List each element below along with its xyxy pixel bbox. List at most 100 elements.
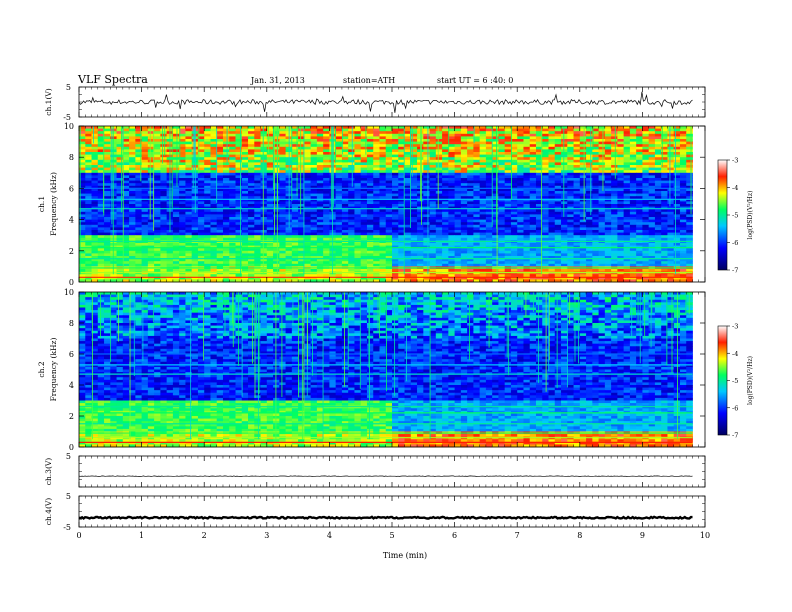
- spectrogram-cell: [673, 178, 681, 181]
- spectrogram-cell: [129, 237, 136, 241]
- spectrogram-cell: [510, 214, 518, 218]
- spectrogram-cell: [548, 128, 556, 132]
- spectrogram-cell: [429, 193, 437, 197]
- spectrogram-cell: [598, 235, 606, 239]
- spectrogram-cell: [429, 219, 437, 223]
- spectrogram-cell: [492, 219, 499, 223]
- spectrogram-cell: [586, 157, 593, 161]
- spectrogram-cell: [373, 209, 380, 213]
- spectrogram-cell: [429, 139, 437, 142]
- spectrogram-cell: [592, 185, 599, 189]
- spectrogram-cell: [567, 170, 574, 174]
- spectrogram-cell: [273, 185, 280, 189]
- spectrogram-cell: [548, 191, 556, 194]
- spectrogram-cell: [379, 128, 387, 132]
- spectrogram-cell: [222, 204, 230, 207]
- spectrogram-cell: [636, 243, 643, 246]
- spectrogram-cell: [617, 149, 625, 153]
- spectrogram-cell: [316, 136, 324, 140]
- spectrogram-cell: [604, 191, 612, 194]
- spectrogram-cell: [266, 214, 274, 218]
- spectrogram-cell: [573, 224, 581, 228]
- spectrogram-cell: [623, 204, 631, 207]
- spectrogram-cell: [423, 232, 430, 236]
- spectrogram-cell: [598, 227, 606, 231]
- spectrogram-cell: [179, 141, 186, 145]
- spectrogram-cell: [335, 136, 343, 140]
- spectrogram-cell: [179, 172, 186, 176]
- spectrogram-cell: [442, 165, 449, 168]
- spectrogram-cell: [392, 157, 399, 161]
- spectrogram-cell: [310, 235, 318, 239]
- spectrogram-cell: [229, 185, 236, 189]
- spectrogram-cell: [379, 219, 387, 223]
- spectrogram-cell: [498, 172, 506, 176]
- spectrogram-cell: [611, 133, 618, 137]
- spectrogram-cell: [310, 188, 318, 192]
- spectrogram-cell: [222, 157, 230, 161]
- spectrogram-cell: [567, 167, 574, 171]
- spectrogram-cell: [561, 204, 568, 207]
- spectrogram-cell: [617, 243, 625, 246]
- spectrogram-cell: [679, 232, 687, 236]
- spectrogram-cell: [561, 222, 568, 226]
- spectrogram-cell: [504, 232, 512, 236]
- spectrogram-cell: [498, 128, 506, 132]
- spectrogram-cell: [429, 172, 437, 176]
- spectrogram-cell: [135, 227, 142, 231]
- spectrogram-cell: [623, 196, 631, 200]
- spectrogram-cell: [323, 201, 330, 205]
- spectrogram-cell: [529, 167, 537, 171]
- spectrogram-cell: [291, 139, 299, 142]
- spectrogram-cell: [273, 170, 280, 174]
- spectrogram-cell: [172, 243, 180, 246]
- spectrogram-cell: [154, 237, 161, 241]
- spectrogram-cell: [154, 180, 161, 184]
- spectrogram-cell: [454, 139, 462, 142]
- spectrogram-cell: [510, 157, 518, 161]
- spectrogram-cell: [473, 235, 481, 239]
- spectrogram-cell: [654, 154, 662, 158]
- spectrogram-cell: [147, 193, 155, 197]
- spectrogram-cell: [617, 185, 625, 189]
- spectrogram-cell: [197, 131, 205, 135]
- spectrogram-cell: [141, 224, 149, 228]
- spectrogram-cell: [592, 237, 599, 241]
- spectrogram-cell: [366, 217, 374, 220]
- spectrogram-cell: [116, 157, 124, 161]
- spectrogram-cell: [686, 154, 693, 158]
- spectrogram-cell: [548, 214, 556, 218]
- spectrogram-cell: [611, 232, 618, 236]
- spectrogram-cell: [485, 227, 493, 231]
- spectrogram-cell: [460, 152, 468, 155]
- spectrogram-cell: [529, 217, 537, 220]
- spectrogram-cell: [216, 152, 224, 155]
- spectrogram-cell: [260, 162, 268, 166]
- spectrogram-cell: [79, 188, 86, 192]
- spectrogram-cell: [586, 141, 593, 145]
- spectrogram-cell: [617, 188, 625, 192]
- spectrogram-cell: [235, 204, 243, 207]
- spectrogram-cell: [273, 131, 280, 135]
- spectrogram-cell: [379, 214, 387, 218]
- spectrogram-cell: [335, 214, 343, 218]
- spectrogram-cell: [266, 235, 274, 239]
- spectrogram-cell: [429, 243, 437, 246]
- spectrogram-cell: [479, 157, 487, 161]
- spectrogram-cell: [579, 170, 587, 174]
- spectrogram-cell: [579, 214, 587, 218]
- spectrogram-cell: [298, 131, 305, 135]
- spectrogram-cell: [354, 175, 362, 179]
- spectrogram-cell: [360, 188, 368, 192]
- spectrogram-cell: [423, 172, 430, 176]
- spectrogram-cell: [392, 230, 399, 233]
- spectrogram-cell: [548, 157, 556, 161]
- spectrogram-cell: [548, 131, 556, 135]
- spectrogram-cell: [404, 141, 412, 145]
- spectrogram-cell: [279, 232, 286, 236]
- spectrogram-cell: [304, 159, 312, 163]
- spectrogram-cell: [673, 196, 681, 200]
- spectrogram-cell: [310, 152, 318, 155]
- spectrogram-cell: [248, 193, 255, 197]
- spectrogram-cell: [448, 219, 455, 223]
